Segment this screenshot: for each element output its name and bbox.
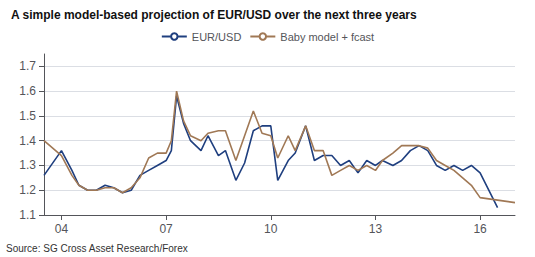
svg-text:EUR/USD: EUR/USD: [192, 31, 242, 43]
svg-text:1.7: 1.7: [19, 59, 36, 73]
svg-text:1.1: 1.1: [19, 208, 36, 222]
svg-text:1.5: 1.5: [19, 109, 36, 123]
svg-text:10: 10: [264, 222, 278, 236]
svg-text:Source: SG Cross Asset Researc: Source: SG Cross Asset Research/Forex: [6, 243, 188, 254]
svg-text:1.4: 1.4: [19, 134, 36, 148]
svg-text:16: 16: [473, 222, 487, 236]
svg-text:Baby model + fcast: Baby model + fcast: [280, 31, 374, 43]
svg-text:A simple model-based projectio: A simple model-based projection of EUR/U…: [11, 8, 417, 22]
svg-text:1.3: 1.3: [19, 158, 36, 172]
svg-text:1.6: 1.6: [19, 84, 36, 98]
svg-text:04: 04: [55, 222, 69, 236]
svg-text:07: 07: [159, 222, 173, 236]
svg-text:13: 13: [369, 222, 383, 236]
svg-text:1.2: 1.2: [19, 183, 36, 197]
